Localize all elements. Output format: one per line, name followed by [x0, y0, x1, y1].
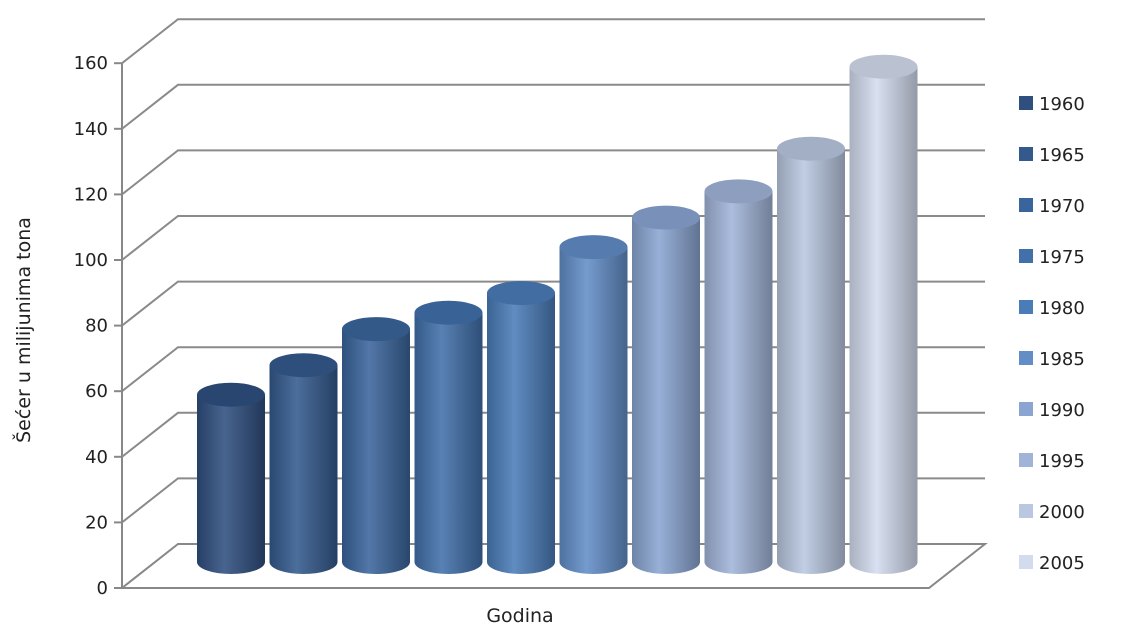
y-tick-label: 60: [85, 381, 108, 402]
y-axis-title: Šećer u milijunima tona: [11, 217, 35, 443]
legend-swatch: [1019, 504, 1033, 518]
bar-1970: [342, 317, 410, 574]
y-tick-label: 140: [74, 119, 108, 140]
legend-item-1965: 1965: [1019, 145, 1085, 166]
bar-body: [197, 394, 265, 574]
y-tick-label: 80: [85, 316, 108, 337]
legend-item-1990: 1990: [1019, 400, 1085, 421]
bar-top: [777, 136, 845, 161]
legend-swatch: [1019, 555, 1033, 569]
legend-swatch: [1019, 96, 1033, 110]
legend-item-1970: 1970: [1019, 196, 1085, 217]
bar-top: [632, 205, 700, 230]
legend-label: 1975: [1039, 247, 1085, 268]
bar-body: [269, 365, 338, 574]
x-axis-title: Godina: [486, 605, 553, 627]
legend-label: 1990: [1039, 400, 1085, 421]
bar-1960: [197, 382, 265, 574]
bar-body: [777, 148, 845, 574]
legend-swatch: [1019, 351, 1033, 365]
y-tick-label: 120: [74, 184, 108, 205]
legend-item-1975: 1975: [1019, 247, 1085, 268]
legend-label: 2000: [1039, 502, 1085, 523]
bar-body: [342, 329, 410, 574]
y-tick-label: 160: [74, 53, 108, 74]
bar-top: [849, 54, 918, 79]
legend: 1960 1965 1970 1975 1980 1985 1990 1995 2000 2005: [1019, 94, 1085, 574]
legend-item-2000: 2000: [1019, 502, 1085, 523]
y-tick-label: 40: [85, 447, 108, 468]
legend-label: 1970: [1039, 196, 1085, 217]
legend-swatch: [1019, 249, 1033, 263]
bar-body: [559, 247, 628, 574]
bar-body: [632, 217, 700, 574]
y-tick-label: 100: [74, 250, 108, 271]
bar-1975: [414, 300, 483, 574]
bar-top: [704, 179, 773, 204]
legend-swatch: [1019, 300, 1033, 314]
bar-top: [269, 353, 338, 378]
legend-item-2005: 2005: [1019, 553, 1085, 574]
legend-swatch: [1019, 402, 1033, 416]
gridlines: [119, 18, 988, 589]
chart-floor: [119, 543, 988, 589]
gridline: [121, 18, 985, 64]
legend-item-1995: 1995: [1019, 451, 1085, 472]
gridline: [121, 149, 985, 196]
bar-top: [487, 281, 555, 306]
bar-1990: [632, 205, 700, 574]
legend-swatch: [1019, 453, 1033, 467]
bar-top: [197, 382, 265, 407]
legend-label: 1965: [1039, 145, 1085, 166]
legend-item-1980: 1980: [1019, 298, 1085, 319]
bar-body: [414, 312, 483, 574]
legend-label: 2005: [1039, 553, 1085, 574]
legend-label: 1960: [1039, 94, 1085, 115]
bar-1985: [559, 235, 628, 574]
bar-2000: [777, 136, 845, 574]
bar-body: [487, 293, 555, 574]
legend-label: 1980: [1039, 298, 1085, 319]
bar-body: [849, 66, 918, 574]
legend-item-1960: 1960: [1019, 94, 1085, 115]
legend-swatch: [1019, 147, 1033, 161]
legend-label: 1995: [1039, 451, 1085, 472]
y-tick-label: 20: [85, 512, 108, 533]
bar-1980: [487, 281, 555, 574]
y-tick-label: 0: [97, 578, 108, 599]
bar-2005: [849, 54, 918, 574]
legend-swatch: [1019, 198, 1033, 212]
legend-label: 1985: [1039, 349, 1085, 370]
legend-item-1985: 1985: [1019, 349, 1085, 370]
bar-top: [414, 300, 483, 325]
gridline: [121, 83, 985, 130]
bar-1965: [269, 353, 338, 574]
bar-top: [342, 317, 410, 342]
y-axis-ticks: 0 20 40 60 80 100 120 140 160: [74, 53, 122, 599]
bar-1995: [704, 179, 773, 575]
bar-top: [559, 235, 628, 260]
bar-body: [704, 191, 773, 575]
bars: [197, 54, 918, 575]
